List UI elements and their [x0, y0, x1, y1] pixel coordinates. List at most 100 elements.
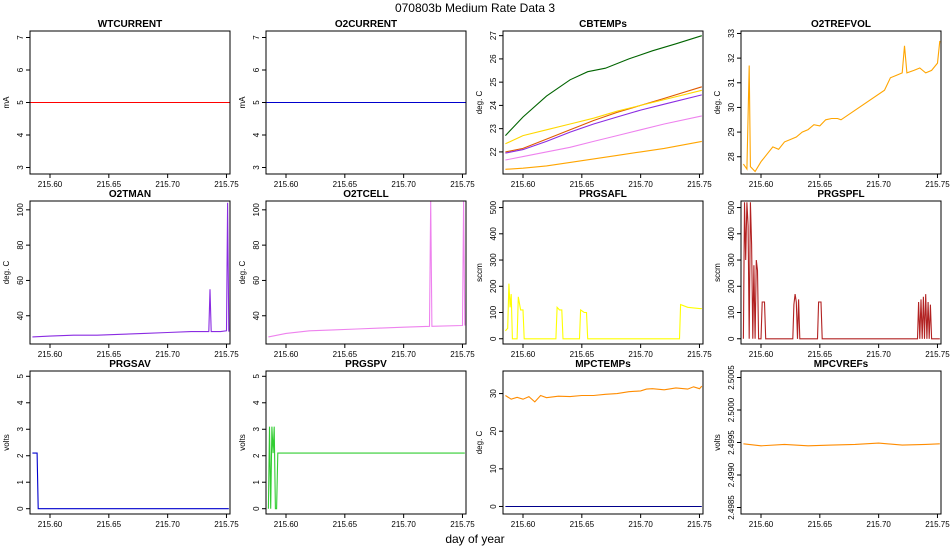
y-tick-label: 500: [489, 200, 498, 214]
panel-mpcvrefs: MPCVREFs volts 215.60 215.65 215.70 215.75 2.4…: [713, 359, 950, 529]
x-tick-label: 215.60: [274, 520, 299, 529]
panel-o2current: O2CURRENT mA 215.60 215.65 215.70 215.75 3 4 5 6 7: [238, 19, 475, 189]
y-tick-label: 40: [252, 311, 261, 320]
x-tick-label: 215.60: [511, 180, 536, 189]
y-tick-label: 4: [252, 400, 261, 405]
y-axis-label: mA: [2, 96, 11, 109]
x-tick-label: 215.60: [511, 350, 536, 359]
panel-title: PRGSPV: [345, 359, 387, 370]
y-tick-label: 5: [252, 374, 261, 379]
x-tick-label: 215.65: [570, 520, 595, 529]
x-tick-label: 215.75: [925, 520, 950, 529]
x-tick-label: 215.70: [628, 520, 653, 529]
y-tick-label: 10: [489, 464, 498, 473]
panel-title: WTCURRENT: [98, 19, 162, 30]
y-tick-label: 30: [489, 389, 498, 398]
panel-title: O2CURRENT: [335, 19, 397, 30]
y-tick-label: 26: [489, 54, 498, 63]
y-tick-label: 3: [252, 426, 261, 431]
plot-frame: [740, 30, 942, 175]
panel-cbtemps: CBTEMPs deg. C 215.60 215.65 215.70 215.75 22 2…: [475, 19, 712, 189]
x-tick-label: 215.60: [274, 180, 299, 189]
y-tick-label: 5: [16, 374, 25, 379]
y-axis-label: volts: [713, 434, 722, 450]
x-tick-label: 215.60: [749, 350, 774, 359]
y-tick-label: 100: [489, 305, 498, 319]
y-tick-label: 4: [16, 132, 25, 137]
panel-wtcurrent: WTCURRENT mA 215.60 215.65 215.70 215.75 3 4 5 6 7: [2, 19, 239, 189]
y-tick-label: 400: [727, 227, 736, 241]
y-tick-label: 200: [727, 279, 736, 293]
y-tick-label: 0: [489, 336, 498, 341]
series-line-MPCVREF: [743, 442, 940, 447]
y-tick-label: 500: [727, 200, 736, 214]
panel-title: PRGSAV: [109, 359, 151, 370]
y-tick-label: 29: [727, 127, 736, 136]
plot-frame: [740, 370, 942, 515]
x-tick-label: 215.60: [38, 350, 63, 359]
y-tick-label: 60: [252, 275, 261, 284]
panel-title: O2TREFVOL: [811, 19, 871, 30]
x-tick-label: 215.60: [511, 520, 536, 529]
series-group: [32, 452, 229, 510]
y-axis-label: volts: [2, 434, 11, 450]
y-axis-label: deg. C: [2, 260, 11, 284]
x-tick-label: 215.75: [450, 350, 475, 359]
x-tick-label: 215.70: [628, 350, 653, 359]
series-line-PRGSAV: [32, 452, 229, 510]
y-tick-label: 2.5005: [727, 365, 736, 390]
x-tick-label: 215.75: [214, 520, 239, 529]
plot-frame: [740, 200, 942, 345]
y-tick-label: 200: [489, 279, 498, 293]
y-axis-label: sccm: [475, 263, 484, 282]
y-tick-label: 4: [252, 132, 261, 137]
x-tick-label: 215.65: [97, 350, 122, 359]
y-tick-label: 3: [16, 165, 25, 170]
series-group: [267, 426, 465, 510]
series-line-O2TCELL: [268, 201, 466, 338]
figure-title: 070803b Medium Rate Data 3: [395, 1, 555, 15]
x-tick-label: 215.65: [333, 180, 358, 189]
y-tick-label: 1: [252, 479, 261, 484]
y-tick-label: 5: [252, 100, 261, 105]
series-group: [742, 202, 940, 340]
y-tick-label: 4: [16, 400, 25, 405]
x-tick-label: 215.60: [38, 180, 63, 189]
series-line-orange-red: [505, 86, 702, 153]
plot-frame: [502, 30, 704, 175]
y-tick-label: 23: [489, 124, 498, 133]
y-tick-label: 100: [727, 305, 736, 319]
x-tick-label: 215.70: [155, 350, 180, 359]
series-group: [743, 442, 940, 447]
x-tick-label: 215.65: [570, 180, 595, 189]
x-tick-label: 215.70: [391, 520, 416, 529]
panel-title: PRGSAFL: [579, 189, 627, 200]
x-tick-label: 215.65: [97, 180, 122, 189]
y-tick-label: 0: [16, 506, 25, 511]
x-tick-label: 215.70: [391, 180, 416, 189]
series-group: [505, 35, 702, 170]
y-tick-label: 300: [489, 253, 498, 267]
panel-title: MPCTEMPs: [575, 359, 631, 370]
plot-frame: [29, 200, 231, 345]
x-tick-label: 215.65: [808, 350, 833, 359]
panel-prgsav: PRGSAV volts 215.60 215.65 215.70 215.75 0 1 2 3 4…: [2, 359, 239, 529]
x-tick-label: 215.65: [333, 350, 358, 359]
series-group: [32, 202, 230, 338]
panel-title: O2TCELL: [343, 189, 389, 200]
y-tick-label: 0: [252, 506, 261, 511]
x-tick-label: 215.65: [808, 520, 833, 529]
y-tick-label: 100: [16, 203, 25, 217]
y-tick-label: 40: [16, 311, 25, 320]
y-tick-label: 7: [16, 35, 25, 40]
panel-title: MPCVREFs: [814, 359, 869, 370]
series-group: [504, 283, 702, 340]
x-tick-label: 215.75: [687, 520, 712, 529]
panel-o2tcell: O2TCELL deg. C 215.60 215.65 215.70 215.75 40 6…: [238, 189, 475, 359]
series-line-yellow: [505, 89, 702, 145]
series-line-O2TMAN: [32, 202, 230, 338]
x-tick-label: 215.70: [155, 180, 180, 189]
plot-frame: [502, 200, 704, 345]
x-tick-label: 215.75: [687, 180, 712, 189]
y-tick-label: 31: [727, 78, 736, 87]
